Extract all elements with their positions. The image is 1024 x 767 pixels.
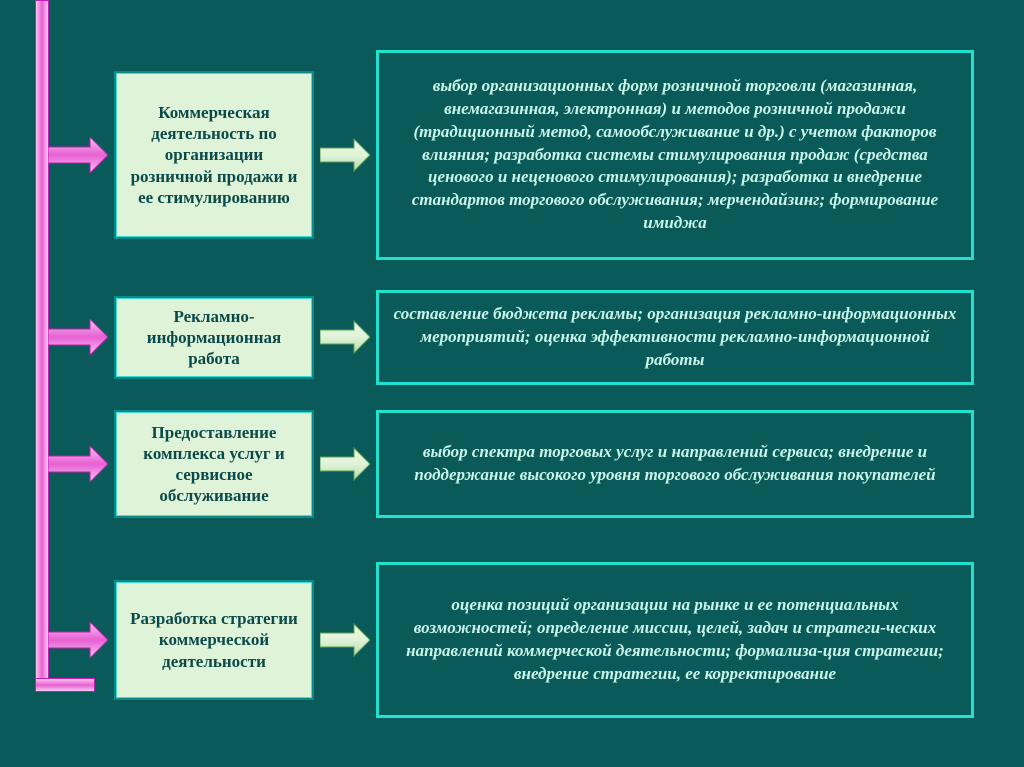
category-box: Предоставление комплекса услуг и сервисн… <box>114 410 314 518</box>
category-box: Рекламно-информационная работа <box>114 296 314 380</box>
arrow-right-icon <box>48 622 108 658</box>
diagram-row: Предоставление комплекса услуг и сервисн… <box>48 410 974 518</box>
arrow-right-icon <box>320 622 370 658</box>
description-box: выбор организационных форм розничной тор… <box>376 50 974 260</box>
arrow-right-icon <box>48 319 108 355</box>
category-box: Коммерческая деятельность по организации… <box>114 71 314 239</box>
diagram-row: Коммерческая деятельность по организации… <box>48 50 974 260</box>
arrow-right-icon <box>48 137 108 173</box>
vertical-spine <box>35 0 49 680</box>
diagram-row: Разработка стратегии коммерческой деятел… <box>48 562 974 718</box>
diagram-row: Рекламно-информационная работа составлен… <box>48 290 974 385</box>
description-box: выбор спектра торговых услуг и направлен… <box>376 410 974 518</box>
arrow-right-icon <box>320 319 370 355</box>
arrow-right-icon <box>48 446 108 482</box>
description-box: оценка позиций организации на рынке и ее… <box>376 562 974 718</box>
description-box: составление бюджета рекламы; организация… <box>376 290 974 385</box>
arrow-right-icon <box>320 446 370 482</box>
category-box: Разработка стратегии коммерческой деятел… <box>114 580 314 700</box>
arrow-right-icon <box>320 137 370 173</box>
